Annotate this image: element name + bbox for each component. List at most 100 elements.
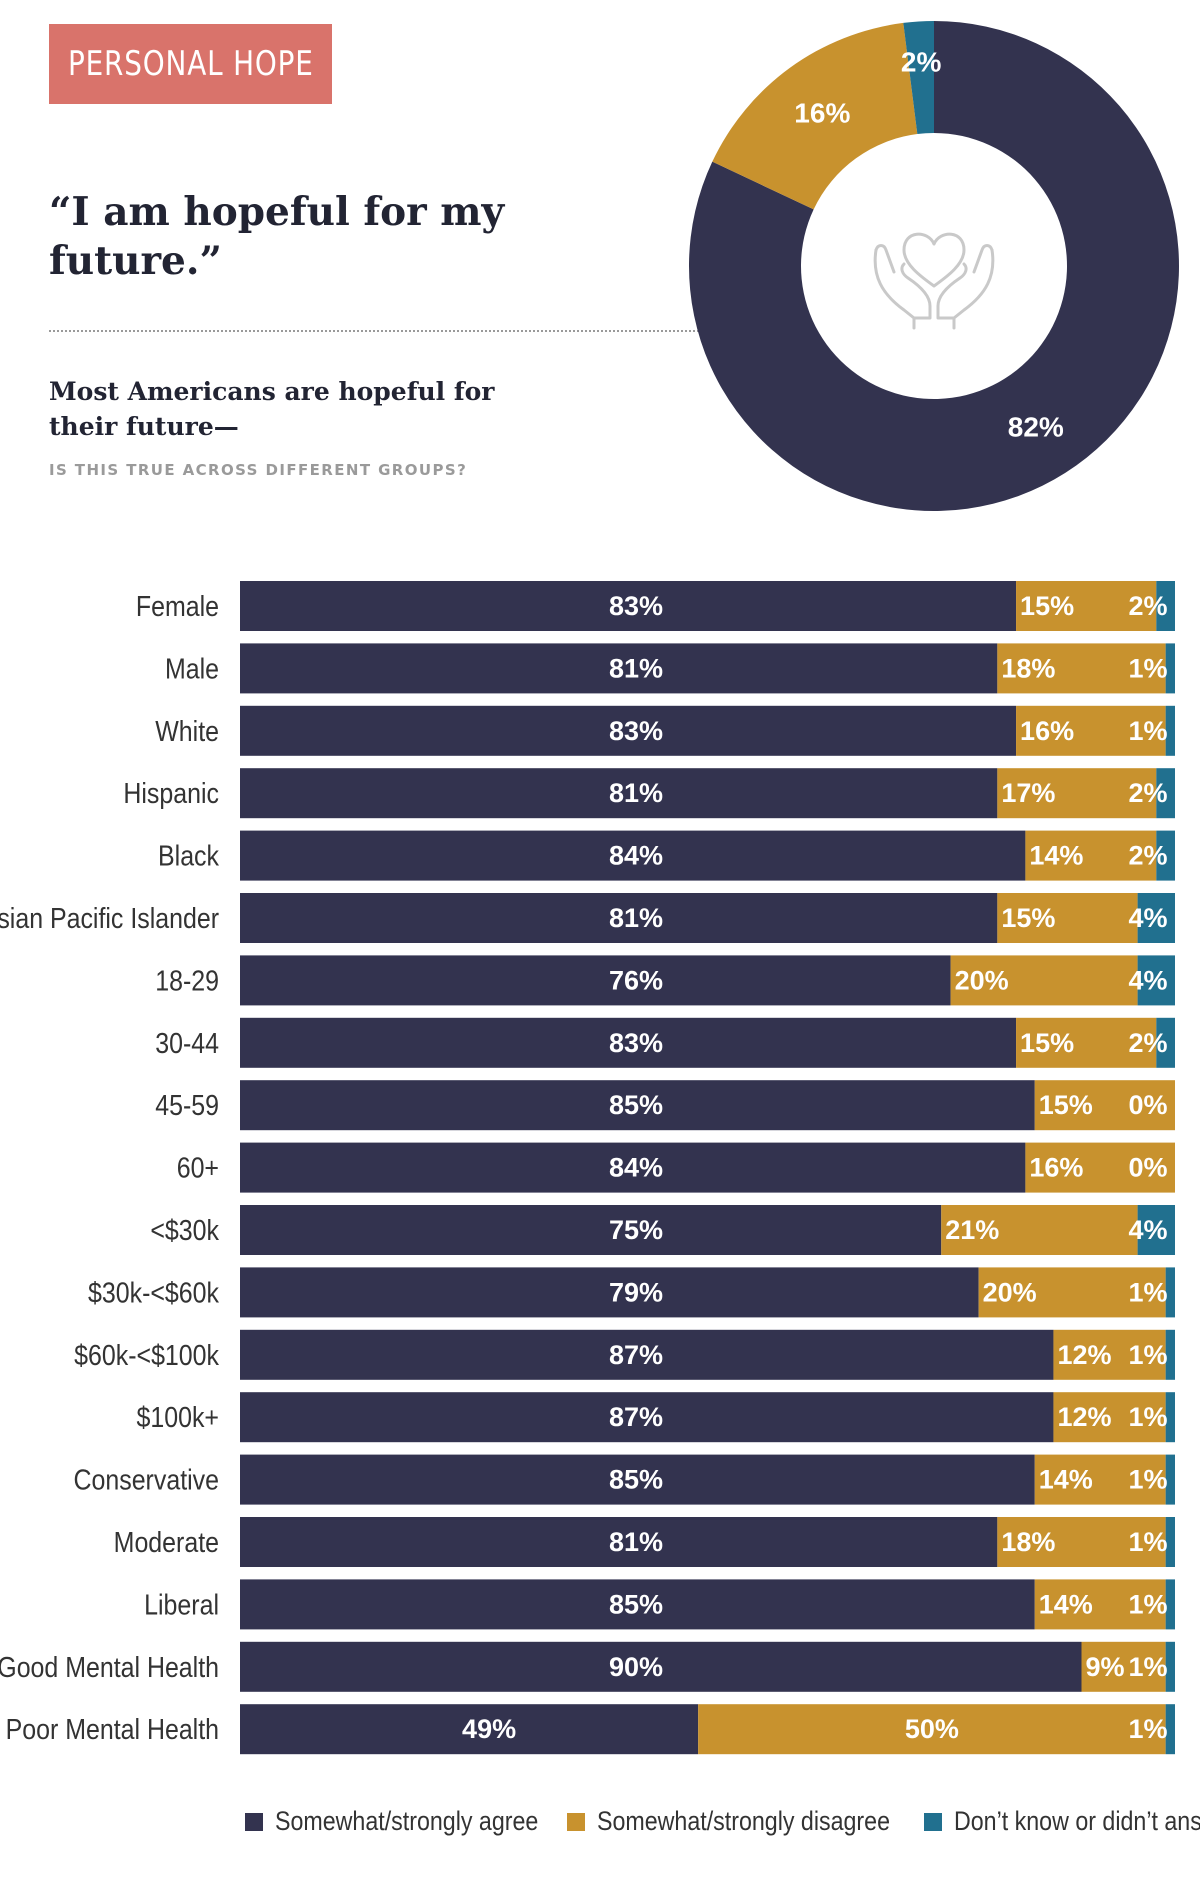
bar-segment-agree <box>240 1267 979 1318</box>
bar-segment-dont-know <box>1156 768 1175 819</box>
bar-value-label-agree: 85% <box>609 1465 663 1495</box>
bar-value-label-dont-know: 1% <box>1128 1527 1167 1557</box>
bar-row: $60k-<$100k 87% 12% 1% <box>74 1329 1175 1380</box>
bar-value-label-agree: 79% <box>609 1277 663 1307</box>
bar-value-label-disagree: 15% <box>1039 1090 1093 1120</box>
bar-value-label-disagree: 17% <box>1001 778 1055 808</box>
category-label: 60+ <box>177 1152 219 1184</box>
bar-value-label-agree: 81% <box>609 778 663 808</box>
bar-row: 30-44 83% 15% 2% <box>155 1017 1175 1068</box>
bar-segment-disagree <box>1053 1392 1166 1443</box>
bar-row: Hispanic 81% 17% 2% <box>123 768 1175 819</box>
bar-value-label-dont-know: 1% <box>1128 1340 1167 1370</box>
bar-segment-dont-know <box>1165 1641 1175 1692</box>
bar-segment-disagree <box>997 1517 1166 1567</box>
bar-value-label-dont-know: 2% <box>1128 841 1167 871</box>
bar-segment-agree <box>240 1704 699 1755</box>
bar-row: Female 83% 15% 2% <box>136 581 1175 631</box>
bar-row: Black 84% 14% 2% <box>158 830 1175 881</box>
bar-row: $30k-<$60k 79% 20% 1% <box>88 1267 1175 1318</box>
bar-segment-agree <box>240 1329 1054 1380</box>
bar-value-label-dont-know: 4% <box>1128 1215 1167 1245</box>
bar-value-label-disagree: 21% <box>945 1215 999 1245</box>
section-badge-label: PERSONAL HOPE <box>67 44 314 84</box>
bar-value-label-agree: 83% <box>609 716 663 746</box>
legend-swatch-dont-know <box>923 1812 942 1831</box>
bar-segment-dont-know <box>1137 955 1175 1006</box>
donut-slice-dont-know <box>903 21 934 135</box>
legend-swatch-agree <box>245 1812 263 1831</box>
bar-row: Male 81% 18% 1% <box>165 643 1175 694</box>
bar-value-label-dont-know: 2% <box>1128 1028 1167 1058</box>
bar-segment-disagree <box>1025 1142 1175 1193</box>
legend-item-dont-know: Don’t know or didn’t answer <box>923 1806 1200 1837</box>
bar-value-label-agree: 49% <box>462 1714 516 1744</box>
bar-segment-agree <box>240 955 951 1006</box>
dotted-divider <box>49 330 699 332</box>
bar-value-label-dont-know: 2% <box>1128 591 1167 621</box>
category-label: White <box>155 715 219 747</box>
category-label: 45-59 <box>155 1089 219 1121</box>
bar-value-label-disagree: 18% <box>1001 653 1055 683</box>
bar-value-label-disagree: 15% <box>1020 591 1074 621</box>
bar-segment-disagree <box>941 1205 1138 1255</box>
bar-value-label-dont-know: 0% <box>1128 1090 1167 1120</box>
bar-segment-dont-know <box>1165 1267 1175 1318</box>
donut-chart: 82% 16% 2% <box>689 21 1179 511</box>
bar-value-label-agree: 81% <box>609 903 663 933</box>
donut-label-dont-know: 2% <box>901 46 942 77</box>
bar-value-label-disagree: 50% <box>905 1714 959 1744</box>
bar-value-label-dont-know: 1% <box>1128 1277 1167 1307</box>
bar-segment-dont-know <box>1156 1017 1175 1068</box>
bar-value-label-agree: 81% <box>609 1527 663 1557</box>
bar-segment-dont-know <box>1165 1329 1175 1380</box>
bar-value-label-dont-know: 0% <box>1128 1153 1167 1183</box>
legend-item-agree: Somewhat/strongly agree <box>245 1806 541 1837</box>
bar-segment-agree <box>240 1454 1035 1505</box>
category-label: Black <box>158 840 219 872</box>
bar-value-label-agree: 75% <box>609 1215 663 1245</box>
bar-segment-agree <box>240 1142 1026 1193</box>
bar-value-label-agree: 90% <box>609 1652 663 1682</box>
bar-value-label-agree: 83% <box>609 591 663 621</box>
donut-slices <box>689 21 1179 511</box>
bar-segment-agree <box>240 1517 998 1567</box>
bar-value-label-agree: 87% <box>609 1402 663 1432</box>
bar-value-label-dont-know: 1% <box>1128 1589 1167 1619</box>
bar-row: 60+ 84% 16% 0% <box>177 1142 1175 1193</box>
bar-value-label-dont-know: 2% <box>1128 778 1167 808</box>
legend-item-disagree: Somewhat/strongly disagree <box>567 1806 898 1837</box>
bar-value-label-agree: 85% <box>609 1589 663 1619</box>
bar-row: <$30k 75% 21% 4% <box>150 1205 1175 1255</box>
bar-segment-dont-know <box>1137 1205 1175 1255</box>
stacked-bar-chart: Female 83% 15% 2% Male 81% 18% 1% White 83% 16% 1% H… <box>0 581 1175 1755</box>
bar-segment-agree <box>240 1205 942 1255</box>
category-label: $30k-<$60k <box>88 1277 219 1309</box>
bar-value-label-agree: 81% <box>609 653 663 683</box>
category-label: Female <box>136 590 219 622</box>
bar-segment-agree <box>240 830 1026 881</box>
bar-value-label-disagree: 20% <box>983 1277 1037 1307</box>
bar-value-label-agree: 87% <box>609 1340 663 1370</box>
legend-label-dont-know: Don’t know or didn’t answer <box>953 1806 1200 1836</box>
bar-row: Moderate 81% 18% 1% <box>114 1517 1175 1567</box>
bar-segment-agree <box>240 1080 1035 1131</box>
legend-swatch-disagree <box>567 1812 586 1831</box>
bar-value-label-agree: 85% <box>609 1090 663 1120</box>
category-label: $100k+ <box>137 1401 219 1433</box>
bar-value-label-agree: 76% <box>609 965 663 995</box>
bar-row: Poor Mental Health 49% 50% 1% <box>6 1704 1175 1755</box>
bar-value-label-disagree: 16% <box>1029 1153 1083 1183</box>
bar-segment-dont-know <box>1165 643 1175 694</box>
bar-segment-disagree <box>1016 705 1166 756</box>
bar-value-label-disagree: 12% <box>1057 1340 1111 1370</box>
bar-value-label-dont-know: 1% <box>1128 653 1167 683</box>
donut-label-agree: 82% <box>1008 411 1064 442</box>
heart-in-hands-icon <box>873 232 995 330</box>
bar-segment-agree <box>240 581 1017 631</box>
bar-segment-disagree <box>978 1267 1166 1318</box>
category-label: Poor Mental Health <box>6 1713 219 1745</box>
donut-slice-disagree <box>712 22 918 210</box>
bar-row: Conservative 85% 14% 1% <box>74 1454 1175 1505</box>
bar-segment-dont-know <box>1165 705 1175 756</box>
